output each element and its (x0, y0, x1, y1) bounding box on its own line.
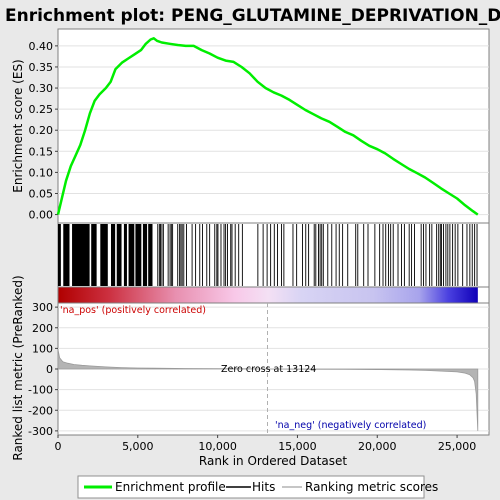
hit-block (63, 224, 70, 286)
es-y-tick-label: 0.10 (29, 166, 54, 179)
hit-block (91, 224, 97, 286)
x-tick-label: 25,000 (438, 440, 477, 453)
metric-y-tick-label: 200 (32, 322, 53, 335)
x-tick-label: 10,000 (198, 440, 237, 453)
es-gridlines (58, 45, 489, 216)
es-y-tick-label: 0.00 (29, 209, 54, 222)
x-tick-label: 15,000 (278, 440, 317, 453)
metric-x-ticks: 0 5,000 10,000 15,000 20,000 25,000 (55, 435, 477, 453)
es-y-tick-label: 0.35 (29, 61, 54, 74)
enrichment-profile-line (56, 37, 479, 216)
x-tick-label: 0 (55, 440, 62, 453)
negative-correlation-label: 'na_neg' (negatively correlated) (275, 420, 426, 431)
hit-block (100, 224, 108, 286)
es-y-label: Enrichment score (ES) (11, 59, 25, 192)
hit-block (123, 224, 127, 286)
hit-block (72, 224, 90, 286)
metric-y-tick-label: 100 (32, 342, 53, 355)
metric-y-tick-label: -300 (28, 425, 53, 438)
es-y-ticks: 0.00 0.05 0.10 0.15 0.20 0.25 0.30 0.35 0.40 (29, 40, 58, 222)
legend: Enrichment profile Hits Ranking metric s… (77, 475, 438, 499)
hit-block (128, 224, 135, 286)
es-y-tick-label: 0.20 (29, 124, 54, 137)
x-tick-label: 5,000 (122, 440, 154, 453)
zero-cross-label: Zero cross at 13124 (221, 364, 316, 375)
metric-y-tick-label: -200 (28, 404, 53, 417)
positive-correlation-label: 'na_pos' (positively correlated) (60, 305, 206, 316)
hit-block (58, 224, 61, 286)
hit-block (142, 224, 148, 286)
legend-label-ranking-metric: Ranking metric scores (305, 480, 438, 494)
legend-label-enrichment-profile: Enrichment profile (115, 480, 226, 494)
hit-block (116, 224, 122, 286)
es-y-tick-label: 0.05 (29, 187, 54, 200)
es-y-tick-label: 0.30 (29, 82, 54, 95)
es-y-tick-label: 0.40 (29, 40, 54, 53)
es-y-tick-label: 0.25 (29, 103, 54, 116)
rank-color-band (58, 287, 478, 303)
x-axis-label: Rank in Ordered Dataset (199, 454, 347, 468)
hits-panel (57, 222, 490, 288)
hit-block (148, 224, 153, 286)
hit-block (135, 224, 142, 286)
es-y-tick-label: 0.15 (29, 145, 54, 158)
x-tick-label: 20,000 (358, 440, 397, 453)
metric-y-tick-label: 0 (46, 363, 53, 376)
chart-title: Enrichment plot: PENG_GLUTAMINE_DEPRIVAT… (5, 6, 500, 26)
metric-y-tick-label: -100 (28, 384, 53, 397)
metric-y-tick-label: 300 (32, 301, 53, 314)
hit-block (110, 224, 116, 286)
hit-lines (58, 224, 478, 286)
metric-y-label: Ranked list metric (PreRanked) (11, 275, 25, 460)
legend-label-hits: Hits (252, 480, 275, 494)
metric-y-ticks: 300 200 100 0 -100 -200 -300 (28, 301, 58, 438)
es-panel (57, 28, 490, 224)
